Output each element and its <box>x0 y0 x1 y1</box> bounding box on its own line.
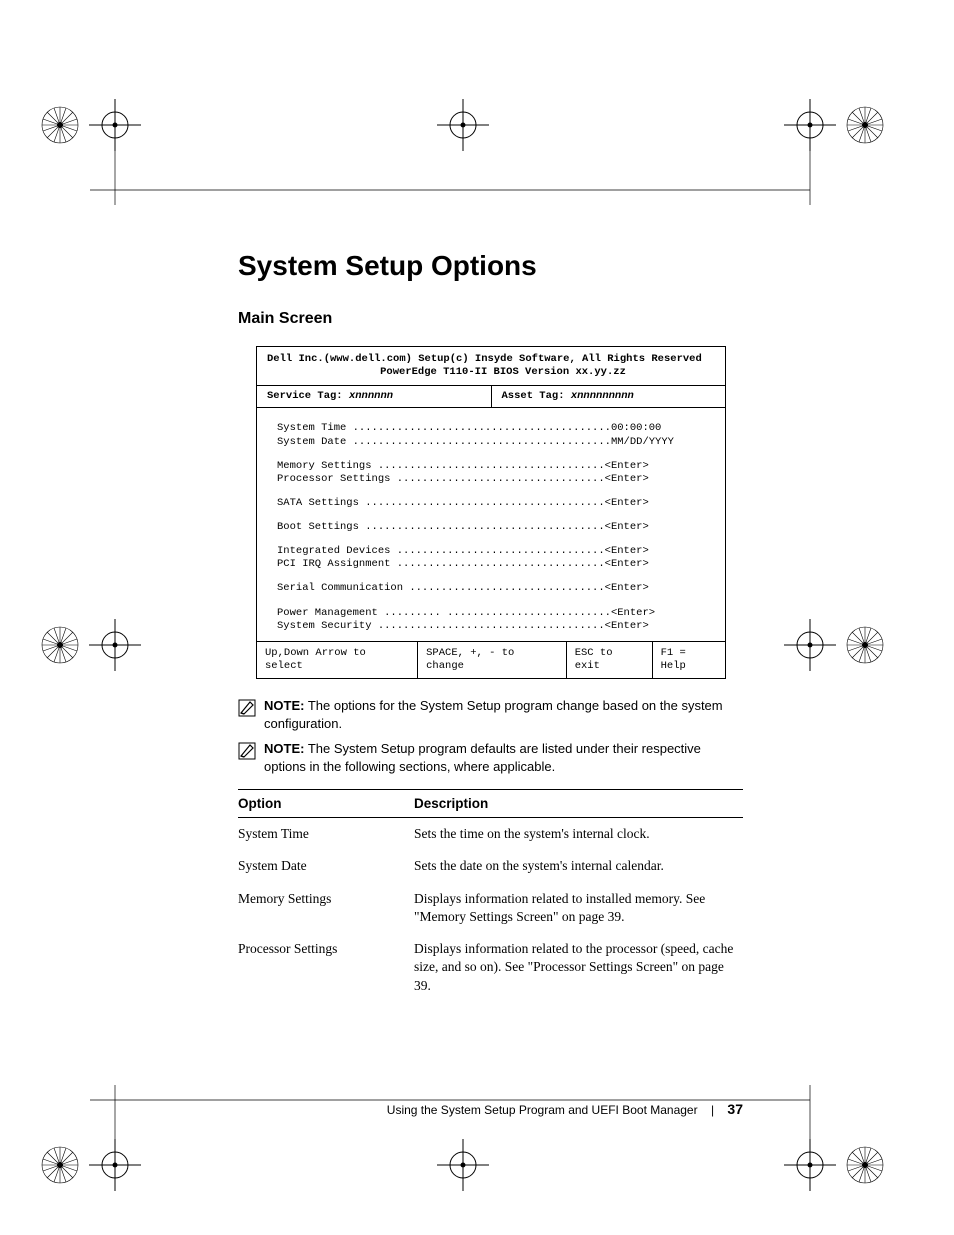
bios-gap <box>277 534 705 545</box>
footer-separator: | <box>711 1103 714 1117</box>
bios-header-line1: Dell Inc.(www.dell.com) Setup(c) Insyde … <box>267 353 715 366</box>
bios-body: System Time ............................… <box>257 408 725 640</box>
bios-gap <box>277 596 705 607</box>
bios-line: Memory Settings ........................… <box>277 460 705 473</box>
options-table: Option Description System TimeSets the t… <box>238 789 743 1002</box>
th-description: Description <box>414 790 743 818</box>
notes: NOTE: The options for the System Setup p… <box>238 697 743 775</box>
option-description: Displays information related to the proc… <box>414 933 743 1002</box>
note: NOTE: The options for the System Setup p… <box>238 697 743 732</box>
bios-hint-nav: Up,Down Arrow to select <box>257 642 418 678</box>
note-icon <box>238 699 256 722</box>
section-title: Main Screen <box>238 310 743 328</box>
bios-gap <box>277 510 705 521</box>
bios-line: System Time ............................… <box>277 422 705 435</box>
option-name: Processor Settings <box>238 933 414 1002</box>
page-title: System Setup Options <box>238 250 743 282</box>
page-footer: Using the System Setup Program and UEFI … <box>238 1101 743 1117</box>
bios-hint-change: SPACE, +, - to change <box>418 642 567 678</box>
option-name: System Time <box>238 818 414 851</box>
bios-line: System Date ............................… <box>277 436 705 449</box>
page-content: System Setup Options Main Screen Dell In… <box>238 250 743 1002</box>
bios-screen: Dell Inc.(www.dell.com) Setup(c) Insyde … <box>256 346 726 679</box>
bios-line: PCI IRQ Assignment .....................… <box>277 558 705 571</box>
table-row: Memory SettingsDisplays information rela… <box>238 883 743 933</box>
note-text: NOTE: The System Setup program defaults … <box>264 740 743 775</box>
page-number: 37 <box>727 1101 743 1117</box>
bios-line: Power Management ......... .............… <box>277 607 705 620</box>
bios-hint-help: F1 = Help <box>653 642 725 678</box>
table-row: Processor SettingsDisplays information r… <box>238 933 743 1002</box>
table-row: System TimeSets the time on the system's… <box>238 818 743 851</box>
asset-tag: Asset Tag: xnnnnnnnnn <box>492 386 726 407</box>
bios-gap <box>277 486 705 497</box>
option-description: Sets the time on the system's internal c… <box>414 818 743 851</box>
bios-header: Dell Inc.(www.dell.com) Setup(c) Insyde … <box>257 347 725 386</box>
th-option: Option <box>238 790 414 818</box>
footer-text: Using the System Setup Program and UEFI … <box>387 1103 698 1117</box>
bios-footer: Up,Down Arrow to select SPACE, +, - to c… <box>257 641 725 678</box>
option-name: Memory Settings <box>238 883 414 933</box>
option-description: Sets the date on the system's internal c… <box>414 850 743 882</box>
bios-line: SATA Settings ..........................… <box>277 497 705 510</box>
table-row: System DateSets the date on the system's… <box>238 850 743 882</box>
option-description: Displays information related to installe… <box>414 883 743 933</box>
bios-line: Boot Settings ..........................… <box>277 521 705 534</box>
bios-line: Integrated Devices .....................… <box>277 545 705 558</box>
note-icon <box>238 742 256 765</box>
note: NOTE: The System Setup program defaults … <box>238 740 743 775</box>
bios-gap <box>277 449 705 460</box>
option-name: System Date <box>238 850 414 882</box>
bios-line: Processor Settings .....................… <box>277 473 705 486</box>
bios-gap <box>277 571 705 582</box>
bios-header-line2: PowerEdge T110-II BIOS Version xx.yy.zz <box>267 366 715 379</box>
note-text: NOTE: The options for the System Setup p… <box>264 697 743 732</box>
bios-line: System Security ........................… <box>277 620 705 633</box>
bios-line: Serial Communication ...................… <box>277 582 705 595</box>
service-tag: Service Tag: xnnnnnn <box>257 386 492 407</box>
bios-tags: Service Tag: xnnnnnn Asset Tag: xnnnnnnn… <box>257 386 725 408</box>
bios-hint-exit: ESC to exit <box>567 642 653 678</box>
